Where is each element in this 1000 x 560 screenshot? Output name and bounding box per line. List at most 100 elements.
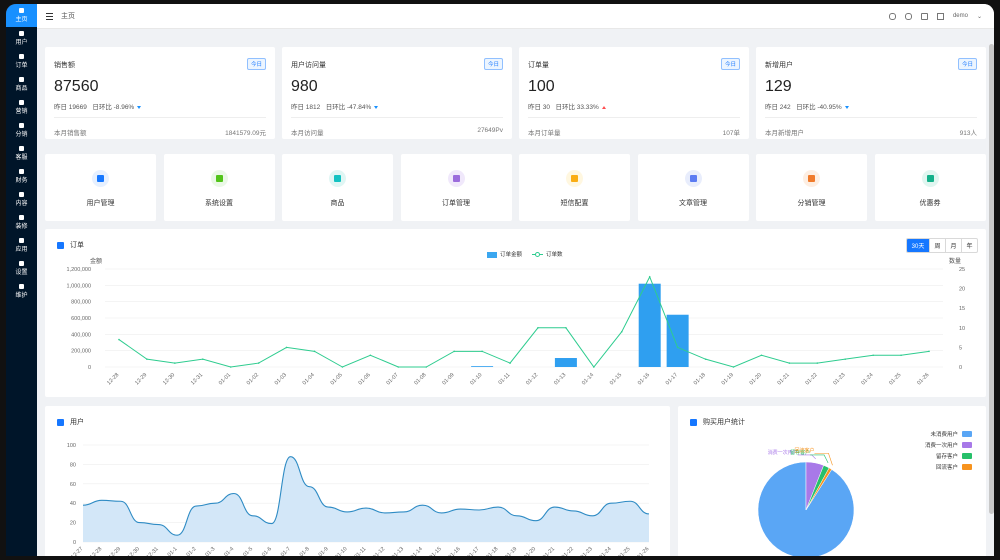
y2-tick-label: 0 — [959, 365, 962, 371]
refresh-icon[interactable] — [888, 12, 896, 20]
count-point — [593, 366, 595, 368]
count-point — [397, 366, 400, 368]
user-menu[interactable]: demo — [952, 13, 968, 19]
count-point — [844, 358, 847, 360]
user-area — [83, 456, 649, 542]
x-tick-label: 01-3 — [204, 546, 216, 556]
stat-title: 用户访问量 — [291, 62, 326, 69]
sidebar-item[interactable]: 用户 — [6, 27, 37, 50]
sidebar-item[interactable]: 营销 — [6, 96, 37, 119]
sidebar-item[interactable]: 主页 — [6, 4, 37, 27]
menu-icon — [19, 100, 24, 105]
quick-link[interactable]: 订单管理 — [400, 154, 512, 221]
quick-link-icon — [329, 170, 346, 187]
count-point — [341, 366, 344, 368]
notification-icon[interactable] — [920, 12, 928, 20]
sidebar-item[interactable]: 客服 — [6, 142, 37, 165]
legend-count[interactable]: 订单数 — [532, 250, 563, 258]
quick-link[interactable]: 优惠券 — [874, 154, 986, 221]
fullscreen-icon[interactable] — [936, 12, 944, 20]
x-tick-label: 01-25 — [888, 372, 902, 386]
count-point — [146, 358, 148, 360]
sidebar-item-label: 用户 — [15, 40, 28, 46]
y-tick-label: 40 — [70, 501, 76, 507]
x-tick-label: 01-09 — [441, 372, 455, 386]
sidebar-item[interactable]: 分销 — [6, 119, 37, 142]
quick-link-label: 订单管理 — [442, 200, 470, 207]
today-badge[interactable]: 今日 — [720, 58, 740, 70]
stat-value: 87560 — [54, 78, 99, 95]
count-point — [257, 362, 260, 364]
sidebar-item[interactable]: 商品 — [6, 73, 37, 96]
quick-link[interactable]: 分销管理 — [756, 154, 867, 221]
user-line — [82, 456, 650, 536]
quick-link[interactable]: 用户管理 — [45, 154, 156, 221]
menu-icon — [19, 238, 24, 243]
legend-item[interactable]: 留存客户 — [925, 450, 972, 461]
y2-tick-label: 5 — [959, 345, 962, 351]
legend-item[interactable]: 回流客户 — [925, 461, 972, 472]
x-tick-label: 01-05 — [330, 372, 344, 386]
today-badge[interactable]: 今日 — [957, 58, 977, 70]
legend-item[interactable]: 消费一次用户 — [925, 439, 972, 450]
bar-mark — [554, 358, 577, 367]
y-tick-label: 60 — [70, 482, 76, 488]
stat-value: 980 — [291, 78, 318, 95]
day-ratio: 日环比 -47.84% — [325, 104, 372, 111]
legend-item[interactable]: 未消费用户 — [925, 428, 972, 439]
search-icon[interactable] — [904, 12, 912, 20]
x-tick-label: 01-21 — [777, 372, 791, 386]
today-badge[interactable]: 今日 — [483, 58, 503, 70]
x-tick-label: 01-16 — [448, 546, 462, 556]
tab-month[interactable]: 月 — [945, 239, 961, 252]
sidebar-item[interactable]: 设置 — [6, 257, 37, 280]
y2-axis-label: 数量 — [949, 257, 961, 265]
sidebar-item-label: 装修 — [15, 224, 28, 230]
y-tick-label: 200,000 — [71, 349, 91, 355]
count-point — [928, 350, 930, 353]
chart-icon — [57, 241, 64, 249]
tab-week[interactable]: 周 — [929, 239, 945, 252]
legend-count-label: 订单数 — [546, 252, 563, 258]
legend-amount[interactable]: 订单金额 — [487, 250, 522, 258]
count-point — [509, 362, 511, 364]
quick-link[interactable]: 系统设置 — [163, 154, 275, 221]
count-point — [676, 346, 679, 349]
x-tick-label: 01-02 — [246, 372, 260, 386]
quick-link-glyph — [334, 175, 341, 182]
y-axis-label: 金额 — [90, 257, 102, 265]
x-tick-label: 12-28 — [106, 372, 120, 386]
count-point — [369, 354, 372, 357]
stat-compare: 昨日 1812 日环比 -47.84% — [291, 101, 379, 111]
stat-compare: 昨日 19669 日环比 -8.96% — [54, 101, 142, 111]
sidebar-item[interactable]: 维护 — [6, 280, 37, 303]
sidebar-item[interactable]: 订单 — [6, 50, 37, 73]
tab-30-days[interactable]: 30天 — [907, 239, 929, 252]
count-point — [760, 354, 763, 357]
x-tick-label: 12-28 — [89, 546, 103, 556]
sidebar-item[interactable]: 内容 — [6, 188, 37, 211]
x-tick-label: 01-08 — [413, 372, 427, 386]
stat-title: 销售额 — [54, 62, 75, 69]
x-tick-label: 01-4 — [223, 546, 235, 556]
sidebar-item[interactable]: 财务 — [6, 165, 37, 188]
chevron-down-icon[interactable]: ⌄ — [976, 13, 982, 20]
quick-link[interactable]: 文章管理 — [637, 154, 749, 221]
menu-icon — [19, 146, 24, 151]
sidebar-item[interactable]: 装修 — [6, 211, 37, 234]
quick-link[interactable]: 短信配置 — [519, 154, 630, 221]
x-tick-label: 01-15 — [609, 372, 623, 386]
bar-mark — [471, 366, 494, 367]
sidebar-item[interactable]: 应用 — [6, 234, 37, 257]
y2-tick-label: 15 — [959, 306, 965, 312]
menu-toggle-icon[interactable] — [46, 12, 53, 20]
scrollbar[interactable] — [989, 44, 994, 514]
day-ratio: 日环比 33.33% — [555, 104, 599, 111]
count-point — [900, 354, 902, 357]
count-point — [425, 366, 428, 368]
tab-year[interactable]: 年 — [961, 239, 977, 252]
legend-swatch — [962, 441, 972, 448]
today-badge[interactable]: 今日 — [246, 58, 266, 70]
quick-link[interactable]: 商品 — [282, 154, 393, 221]
x-tick-label: 01-23 — [832, 372, 846, 386]
